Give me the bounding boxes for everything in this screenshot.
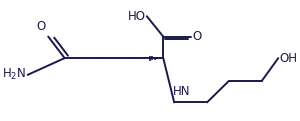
- Text: HO: HO: [128, 10, 146, 23]
- Text: HN: HN: [173, 85, 190, 98]
- Text: O: O: [36, 20, 46, 33]
- Text: H$_2$N: H$_2$N: [2, 67, 26, 82]
- Text: OH: OH: [280, 52, 298, 65]
- Text: O: O: [192, 30, 201, 43]
